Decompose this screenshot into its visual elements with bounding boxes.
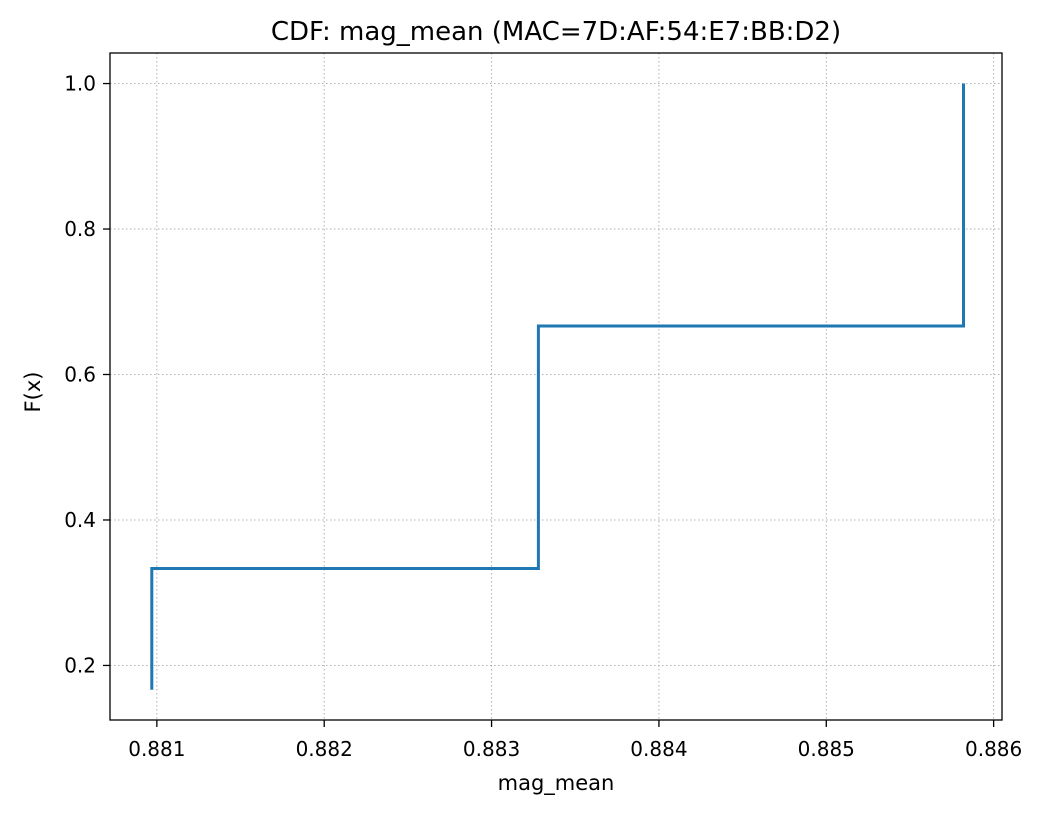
y-tick-label: 0.6 (64, 362, 96, 386)
cdf-step-line (150, 83, 965, 690)
x-tick-label: 0.882 (296, 737, 353, 761)
y-axis-label: F(x) (21, 372, 45, 413)
chart-title: CDF: mag_mean (MAC=7D:AF:54:E7:BB:D2) (271, 17, 841, 47)
grid (110, 53, 1002, 720)
y-tick-label: 0.2 (64, 653, 96, 677)
y-tick-label: 0.8 (64, 217, 96, 241)
x-tick-label: 0.886 (965, 737, 1022, 761)
x-axis-label: mag_mean (498, 771, 615, 796)
x-tick-label: 0.881 (128, 737, 185, 761)
y-tick-label: 0.4 (64, 508, 96, 532)
x-tick-label: 0.885 (798, 737, 855, 761)
y-axis-ticks: 0.2 0.4 0.6 0.8 1.0 (64, 72, 110, 677)
y-tick-label: 1.0 (64, 72, 96, 96)
axes-frame (109, 52, 1003, 721)
x-tick-label: 0.884 (630, 737, 687, 761)
x-tick-label: 0.883 (463, 737, 520, 761)
series-layer (150, 83, 965, 690)
x-axis-ticks: 0.881 0.882 0.883 0.884 0.885 0.886 (128, 720, 1022, 761)
